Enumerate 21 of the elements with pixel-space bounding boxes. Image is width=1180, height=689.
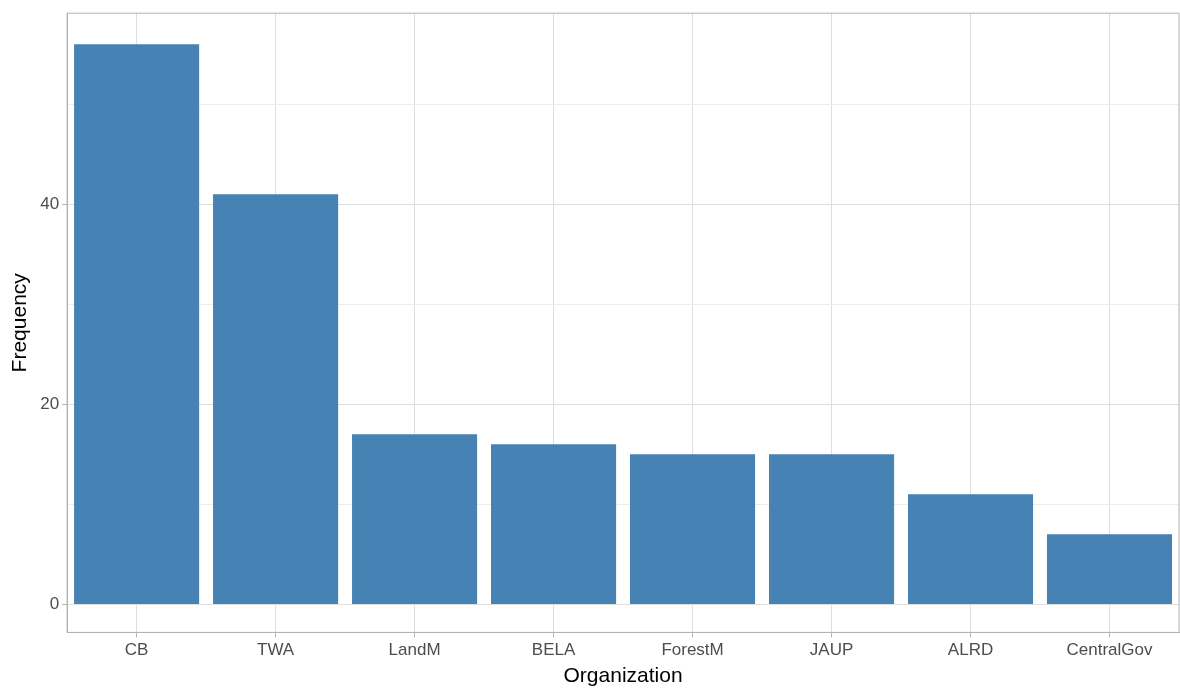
bar (74, 44, 200, 604)
y-tick-label: 40 (40, 193, 60, 213)
bar (1046, 534, 1173, 604)
x-axis-title: Organization (563, 663, 683, 687)
x-tick-label: JAUP (809, 640, 854, 660)
y-tick-label: 20 (40, 394, 60, 414)
x-tick-label: CentralGov (1066, 640, 1153, 660)
bar (630, 454, 756, 604)
bar (768, 454, 895, 604)
bar (491, 444, 617, 604)
x-tick-label: BELA (531, 640, 576, 660)
x-tick-label: TWA (257, 640, 295, 660)
y-tick-label: 0 (49, 594, 60, 614)
x-tick-label: CB (124, 640, 149, 660)
x-tick-label: ForestM (661, 640, 724, 660)
bar (907, 494, 1034, 604)
bar (352, 434, 478, 604)
x-tick-label: ALRD (947, 640, 994, 660)
y-axis-title: Frequency (7, 272, 31, 373)
x-tick-label: LandM (388, 640, 441, 660)
bar (213, 194, 339, 604)
